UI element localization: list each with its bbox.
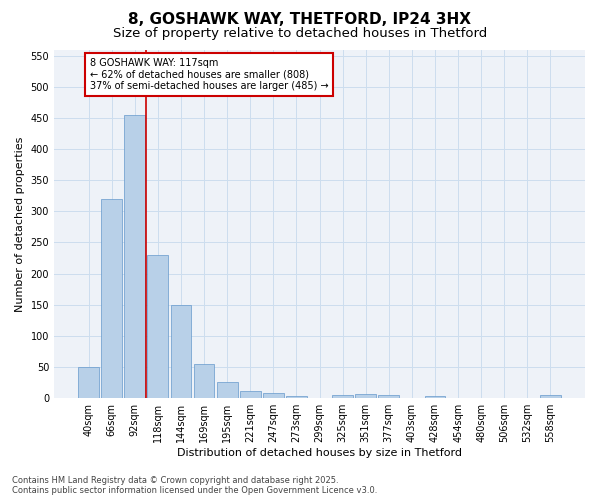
Bar	[355, 394, 376, 398]
Bar	[101, 199, 122, 398]
Bar	[194, 364, 214, 398]
Bar	[217, 382, 238, 398]
Bar	[425, 396, 445, 398]
Text: Contains HM Land Registry data © Crown copyright and database right 2025.
Contai: Contains HM Land Registry data © Crown c…	[12, 476, 377, 495]
Bar	[332, 394, 353, 398]
Bar	[379, 394, 399, 398]
Y-axis label: Number of detached properties: Number of detached properties	[15, 136, 25, 312]
Text: 8, GOSHAWK WAY, THETFORD, IP24 3HX: 8, GOSHAWK WAY, THETFORD, IP24 3HX	[128, 12, 472, 28]
Text: Size of property relative to detached houses in Thetford: Size of property relative to detached ho…	[113, 28, 487, 40]
Text: 8 GOSHAWK WAY: 117sqm
← 62% of detached houses are smaller (808)
37% of semi-det: 8 GOSHAWK WAY: 117sqm ← 62% of detached …	[90, 58, 328, 92]
Bar	[124, 115, 145, 398]
Bar	[78, 366, 99, 398]
Bar	[540, 395, 561, 398]
Bar	[263, 392, 284, 398]
X-axis label: Distribution of detached houses by size in Thetford: Distribution of detached houses by size …	[177, 448, 462, 458]
Bar	[170, 304, 191, 398]
Bar	[240, 392, 260, 398]
Bar	[148, 255, 168, 398]
Bar	[286, 396, 307, 398]
